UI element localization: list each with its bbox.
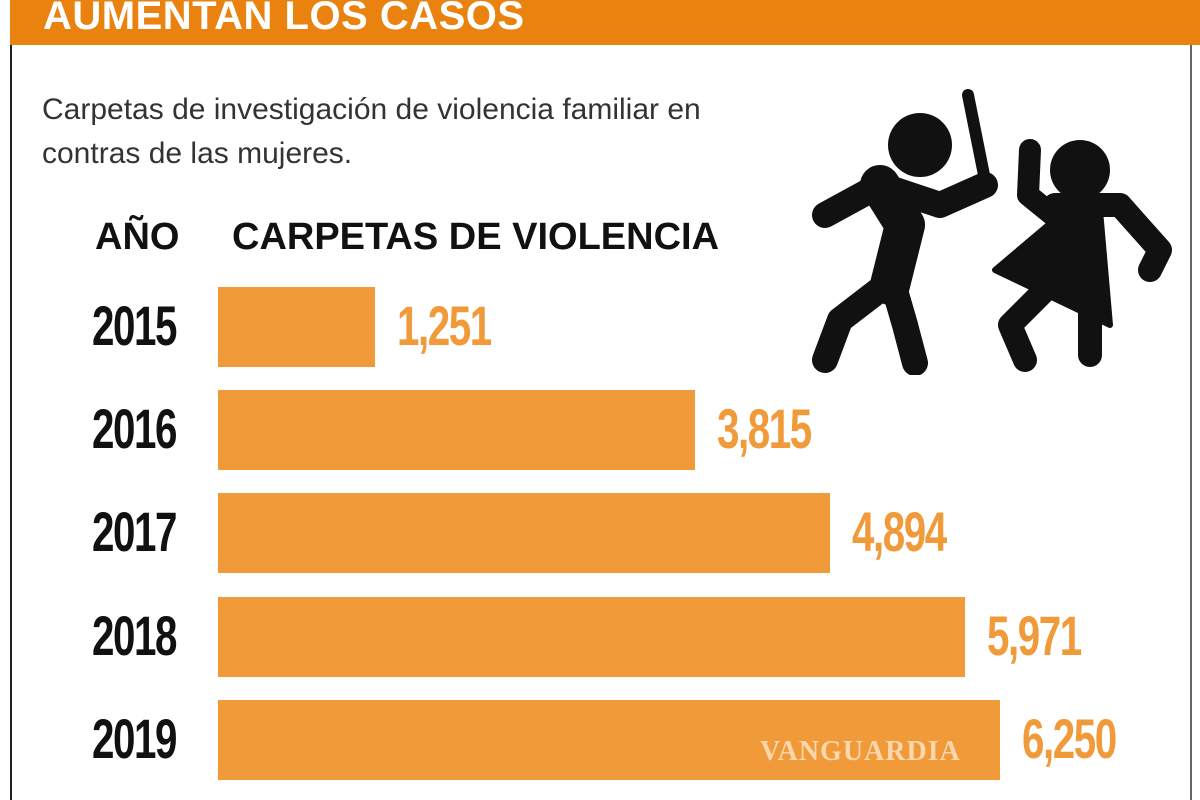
bar-2016 bbox=[218, 390, 696, 470]
domestic-violence-figures-icon bbox=[812, 89, 1172, 375]
bar-2017 bbox=[218, 493, 831, 573]
year-column-header: AÑO bbox=[95, 216, 180, 258]
watermark: VANGUARDIA bbox=[760, 736, 961, 767]
bar-2015 bbox=[218, 287, 375, 367]
year-label-2016: 2016 bbox=[92, 397, 177, 460]
year-label-2015: 2015 bbox=[92, 294, 177, 357]
value-column-header: CARPETAS DE VIOLENCIA bbox=[232, 216, 720, 258]
year-label-2019: 2019 bbox=[92, 707, 177, 770]
value-label-2017: 4,894 bbox=[852, 500, 947, 563]
value-label-2019: 6,250 bbox=[1022, 707, 1117, 770]
value-label-2016: 3,815 bbox=[717, 397, 812, 460]
year-label-2018: 2018 bbox=[92, 604, 177, 667]
bar-2019 bbox=[218, 700, 1000, 780]
bar-2018 bbox=[218, 597, 966, 677]
chart-subtitle: Carpetas de investigación de violencia f… bbox=[42, 93, 701, 170]
chart-title: AUMENTAN LOS CASOS bbox=[43, 0, 525, 38]
infographic-frame bbox=[10, 0, 1192, 800]
value-label-2018: 5,971 bbox=[987, 604, 1082, 667]
year-label-2017: 2017 bbox=[92, 500, 177, 563]
value-label-2015: 1,251 bbox=[396, 294, 492, 357]
header-banner: AUMENTAN LOS CASOS bbox=[10, 0, 1200, 45]
